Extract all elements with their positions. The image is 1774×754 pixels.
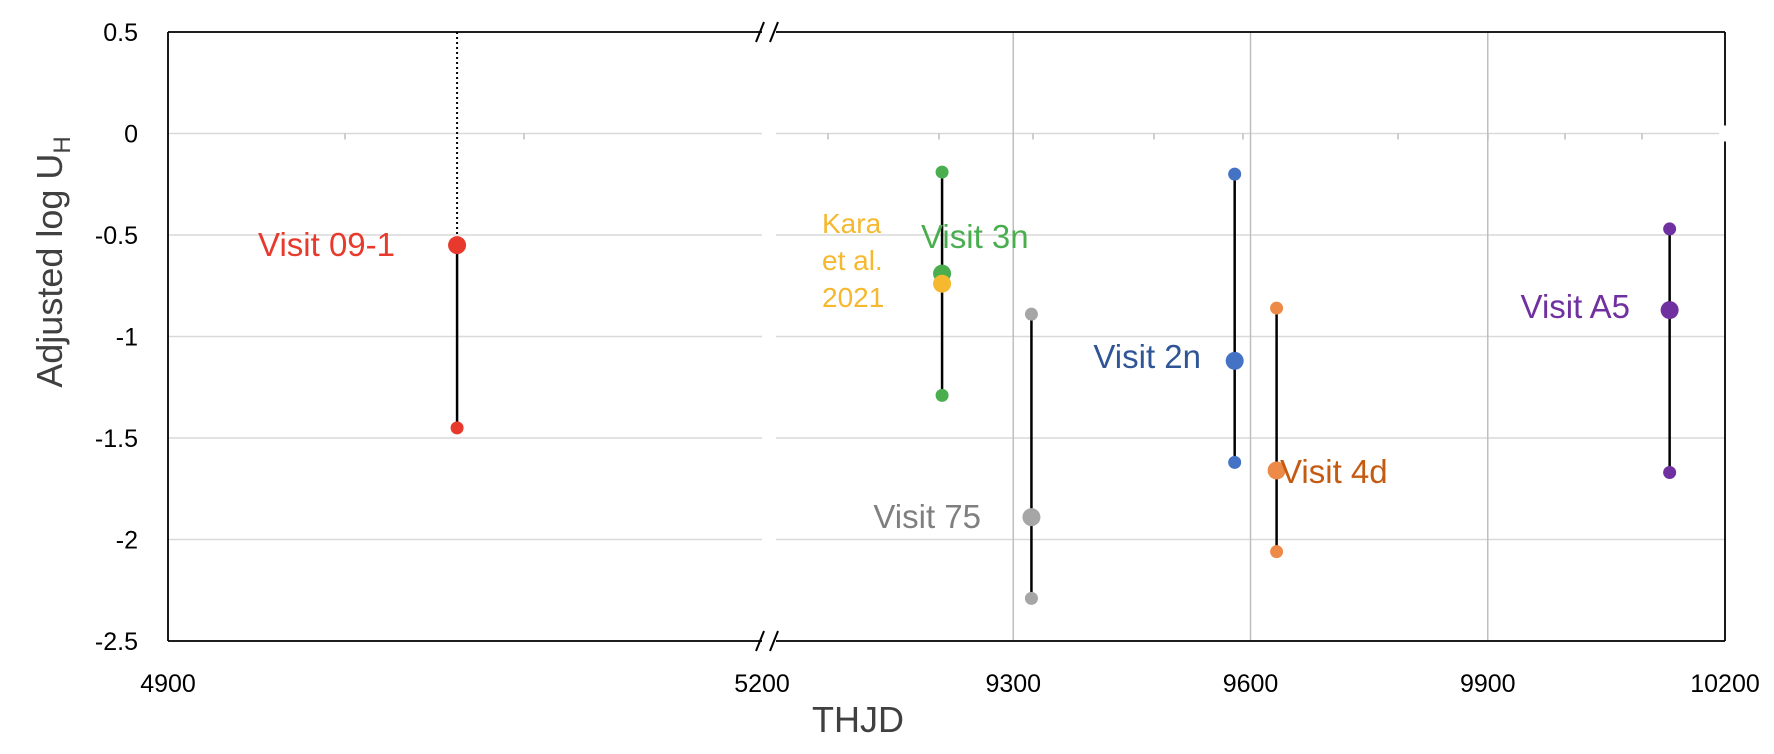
x-tick-label: 9900 bbox=[1460, 670, 1516, 698]
series bbox=[448, 32, 1679, 605]
range-low-point bbox=[1228, 455, 1242, 469]
x-tick-label: 5200 bbox=[734, 670, 790, 698]
y-tick-label: 0 bbox=[124, 121, 138, 149]
x-tick-label: 9300 bbox=[985, 670, 1041, 698]
series-label: Visit 2n bbox=[1093, 338, 1201, 375]
range-low-point bbox=[1270, 545, 1284, 559]
series-label: Visit 4d bbox=[1280, 453, 1388, 490]
y-tick-label: -2 bbox=[116, 527, 138, 555]
x-tick-label: 4900 bbox=[140, 670, 196, 698]
range-high-point bbox=[1270, 301, 1284, 315]
axis-break bbox=[755, 20, 1731, 653]
data-point bbox=[448, 236, 467, 255]
data-point bbox=[1225, 351, 1244, 370]
series-label: Kara et al. 2021 bbox=[822, 208, 884, 313]
data-point bbox=[933, 274, 952, 293]
series-label-line: 2021 bbox=[822, 282, 884, 313]
series-label-line: et al. bbox=[822, 245, 883, 276]
y-tick-labels: 0.5 0 -0.5 -1 -1.5 -2 -2.5 bbox=[95, 19, 138, 656]
y-axis-title: Adjusted log UH bbox=[29, 136, 76, 387]
y-axis-title-main: Adjusted log U bbox=[29, 154, 70, 388]
series-label: Visit 3n bbox=[921, 218, 1029, 255]
break-slash bbox=[769, 630, 779, 652]
y-tick-label: -2.5 bbox=[95, 628, 138, 656]
range-low-point bbox=[1024, 591, 1038, 605]
series-label: Visit 09-1 bbox=[258, 226, 395, 263]
series-label-line: Kara bbox=[822, 208, 882, 239]
x-tick-label: 9600 bbox=[1223, 670, 1279, 698]
break-slash bbox=[755, 21, 765, 43]
y-axis-title-subscript: H bbox=[49, 136, 76, 153]
break-slash bbox=[769, 21, 779, 43]
range-high-point bbox=[935, 165, 949, 179]
plot-frame bbox=[167, 31, 1726, 642]
range-low-point bbox=[1663, 466, 1677, 480]
y-tick-label: -0.5 bbox=[95, 222, 138, 250]
y-tick-label: -1 bbox=[116, 324, 138, 352]
annotations: Visit 09-1 Visit 3n Visit 75 Visit 2n Visit … bbox=[258, 208, 1630, 535]
x-tick-label: 10200 bbox=[1690, 670, 1760, 698]
series-label: Visit 75 bbox=[873, 498, 981, 535]
y-tick-label: 0.5 bbox=[103, 19, 138, 47]
range-high-point bbox=[1663, 222, 1677, 236]
x-tick-labels: 4900 5200 9300 9600 9900 10200 bbox=[140, 670, 1760, 698]
data-point bbox=[1267, 461, 1286, 480]
data-point bbox=[1660, 301, 1679, 320]
y-tick-label: -1.5 bbox=[95, 425, 138, 453]
series-label: Visit A5 bbox=[1521, 288, 1630, 325]
range-high-point bbox=[1228, 167, 1242, 181]
break-gap bbox=[1719, 125, 1731, 142]
x-axis-title: THJD bbox=[812, 699, 904, 740]
range-low-point bbox=[450, 421, 464, 435]
range-high-point bbox=[1024, 307, 1038, 321]
data-point bbox=[1022, 508, 1041, 527]
range-low-point bbox=[935, 388, 949, 402]
grid bbox=[168, 31, 1725, 642]
break-slash bbox=[755, 630, 765, 652]
